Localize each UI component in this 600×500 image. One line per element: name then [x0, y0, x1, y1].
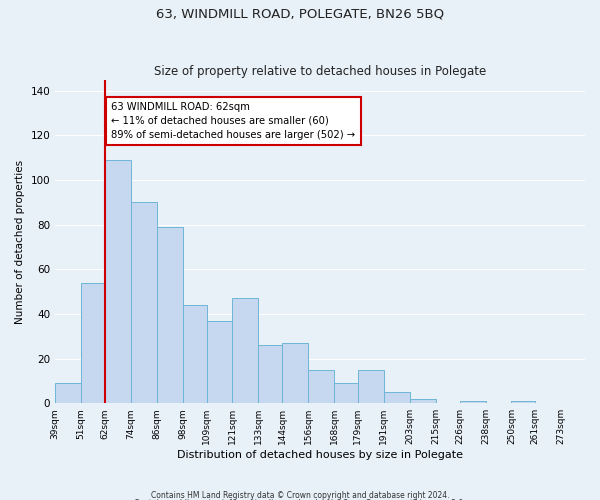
Bar	[358, 370, 384, 403]
Bar	[384, 392, 410, 403]
Bar	[157, 227, 183, 403]
Bar	[282, 343, 308, 403]
Y-axis label: Number of detached properties: Number of detached properties	[15, 160, 25, 324]
Bar	[183, 305, 206, 403]
Text: 63 WINDMILL ROAD: 62sqm
← 11% of detached houses are smaller (60)
89% of semi-de: 63 WINDMILL ROAD: 62sqm ← 11% of detache…	[112, 102, 356, 140]
Bar	[232, 298, 259, 403]
Title: Size of property relative to detached houses in Polegate: Size of property relative to detached ho…	[154, 66, 486, 78]
Bar	[410, 398, 436, 403]
Bar	[81, 282, 105, 403]
Bar	[511, 401, 535, 403]
Bar	[105, 160, 131, 403]
Bar	[206, 320, 232, 403]
Bar	[55, 383, 81, 403]
Bar	[131, 202, 157, 403]
Bar	[334, 383, 358, 403]
Text: Contains HM Land Registry data © Crown copyright and database right 2024.: Contains HM Land Registry data © Crown c…	[151, 490, 449, 500]
Bar	[259, 345, 282, 403]
Bar	[308, 370, 334, 403]
X-axis label: Distribution of detached houses by size in Polegate: Distribution of detached houses by size …	[177, 450, 463, 460]
Bar	[460, 401, 485, 403]
Text: Contains public sector information licensed under the Open Government Licence v3: Contains public sector information licen…	[134, 499, 466, 500]
Text: 63, WINDMILL ROAD, POLEGATE, BN26 5BQ: 63, WINDMILL ROAD, POLEGATE, BN26 5BQ	[156, 8, 444, 20]
